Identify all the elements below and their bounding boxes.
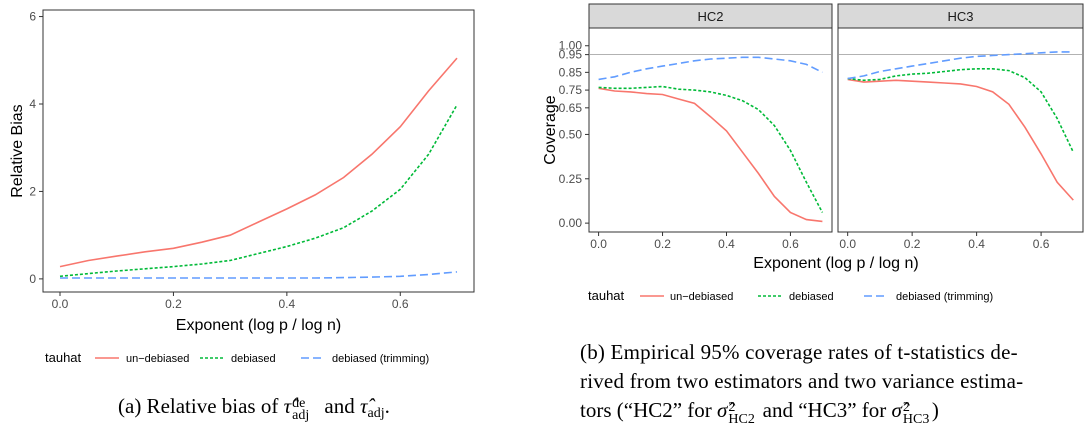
plot-b-legend-label-0: un−debiased [670,291,733,303]
plot-b0-series-line-0 [598,87,823,223]
plot-b1-xtick-label-1: 0.2 [904,237,921,251]
plot-a-ytick-label-2: 4 [29,97,36,111]
caption-b: (b) Empirical 95% coverage rates of t-st… [580,338,1080,427]
plot-b-frame-0 [588,27,833,233]
plot-b-strip-0 [588,3,833,29]
caption-b-line-1: (b) Empirical 95% coverage rates of t-st… [580,340,1018,364]
plot-b-ytick-label-3: 0.65 [559,101,583,115]
plot-b-ytick-label-6: 0.95 [559,48,583,62]
plot-a-legend-label-1: debiased [231,353,276,365]
plot-b-strip-label-1: HC3 [947,9,973,24]
plot-b0-xtick-label-3: 0.6 [782,237,799,251]
plot-a-xtick-label-1: 0.2 [165,297,182,311]
plot-b0-xtick-label-2: 0.4 [718,237,735,251]
plot-a-ytick-label-0: 0 [29,272,36,286]
plot-b-ylabel: Coverage [542,95,559,164]
plot-b-ytick-label-7: 1.00 [559,39,583,53]
plot-b0-xtick-label-0: 0.0 [590,237,607,251]
plot-a-series-line-1 [59,104,458,278]
plot-b-legend-label-2: debiased (trimming) [896,291,993,303]
plot-b-ytick-label-5: 0.85 [559,65,583,79]
plot-b-ytick-label-0: 0.00 [559,216,583,230]
caption-b-line-3: tors (“HC2” for σ̂ 2 HC2 and “HC3” for σ̂ 2… [580,398,939,427]
plot-b0-series-line-2 [598,56,823,81]
plot-b-strip-label-0: HC2 [697,9,723,24]
plot-b0-xtick-label-1: 0.2 [654,237,671,251]
plot-a-ytick-label-3: 6 [29,10,36,24]
plot-a-legend-title: tauhat [45,350,82,365]
plot-a-xtick-label-3: 0.6 [392,297,409,311]
plot-b-legend-label-1: debiased [789,291,834,303]
plot-a-series-line-2 [60,271,458,279]
plot-a-frame [42,9,475,293]
caption-b-line-2: rived from two estimators and two varian… [580,369,1024,393]
plot-a-legend-label-0: un−debiased [126,353,189,365]
plot-b0-series-line-1 [598,85,824,213]
plot-b-legend-title: tauhat [588,288,625,303]
plot-a-ytick-label-1: 2 [29,184,36,198]
plot-a-xlabel: Exponent (log p / log n) [176,317,341,334]
plot-a-xtick-label-2: 0.4 [279,297,296,311]
plot-a-series-line-0 [59,57,458,268]
plot-a-ylabel: Relative Bias [9,104,26,197]
plot-b-ytick-label-1: 0.25 [559,172,583,186]
plot-b-xlabel: Exponent (log p / log n) [753,255,918,272]
plot-b-ytick-label-2: 0.50 [559,127,583,141]
plot-b-ytick-label-4: 0.75 [559,83,583,97]
plot-b1-xtick-label-3: 0.6 [1033,237,1050,251]
plot-a-xtick-label-0: 0.0 [52,297,69,311]
plot-b1-series-line-2 [847,51,1074,80]
plot-b1-xtick-label-0: 0.0 [839,237,856,251]
plot-b1-series-line-0 [847,78,1074,201]
plot-b1-series-line-1 [847,68,1075,153]
plot-b1-xtick-label-2: 0.4 [968,237,985,251]
plot-b-frame-1 [837,27,1084,233]
caption-a: (a) Relative bias of τ̂ de adj and τ̂adj. [118,394,390,423]
plot-a-legend-label-2: debiased (trimming) [332,353,429,365]
